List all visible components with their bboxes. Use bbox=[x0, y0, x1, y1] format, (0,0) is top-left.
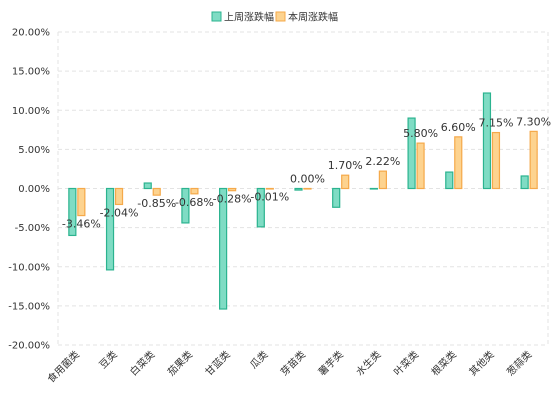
bar bbox=[332, 187, 341, 208]
bar bbox=[529, 130, 538, 190]
bar bbox=[152, 187, 161, 196]
legend-swatch bbox=[275, 11, 286, 22]
x-tick-label: 食用菌类 bbox=[44, 348, 81, 385]
data-label: 7.15% bbox=[478, 117, 513, 130]
bar bbox=[181, 187, 190, 224]
bar bbox=[294, 187, 303, 191]
bar bbox=[445, 171, 454, 190]
y-tick-label: -20.00% bbox=[8, 341, 50, 352]
x-tick-label: 瓜类 bbox=[247, 348, 270, 371]
legend-label: 本周涨跌幅 bbox=[288, 11, 338, 24]
bar bbox=[114, 187, 124, 206]
x-tick-label: 芽苗类 bbox=[278, 348, 308, 378]
legend-swatch bbox=[211, 11, 222, 22]
bar bbox=[228, 187, 237, 192]
bar bbox=[416, 142, 425, 190]
bar bbox=[105, 187, 115, 271]
data-label: 7.30% bbox=[516, 115, 551, 128]
x-tick-label: 叶菜类 bbox=[391, 348, 421, 378]
y-tick-label: 20.00% bbox=[12, 28, 50, 39]
bar bbox=[482, 92, 492, 190]
data-label: 0.00% bbox=[290, 173, 325, 186]
y-tick-label: -5.00% bbox=[15, 223, 50, 234]
x-tick-label: 薯芋类 bbox=[315, 348, 345, 378]
bar bbox=[68, 187, 77, 237]
data-label: 1.70% bbox=[328, 159, 363, 172]
bar bbox=[256, 187, 265, 228]
bar bbox=[378, 170, 387, 190]
bar bbox=[190, 187, 199, 195]
y-tick-label: 0.00% bbox=[18, 184, 50, 195]
bar bbox=[491, 131, 501, 190]
data-label: 2.22% bbox=[365, 155, 400, 168]
x-tick-label: 其他类 bbox=[466, 348, 496, 378]
bar bbox=[407, 117, 416, 190]
x-tick-label: 根菜类 bbox=[428, 348, 458, 378]
data-label: -0.28% bbox=[213, 193, 252, 206]
bar bbox=[369, 187, 378, 190]
y-tick-label: 15.00% bbox=[12, 67, 50, 78]
legend-label: 上周涨跌幅 bbox=[224, 11, 274, 24]
data-label: 5.80% bbox=[403, 127, 438, 140]
x-tick-label: 白菜类 bbox=[127, 348, 157, 378]
bar bbox=[520, 175, 529, 190]
x-tick-label: 水生类 bbox=[353, 348, 383, 378]
x-tick-label: 豆类 bbox=[96, 348, 119, 371]
x-tick-label: 甘蓝类 bbox=[202, 348, 232, 378]
y-tick-label: -15.00% bbox=[8, 301, 50, 312]
y-tick-label: 5.00% bbox=[18, 145, 50, 156]
bar bbox=[143, 182, 152, 190]
bar bbox=[303, 187, 312, 190]
bar bbox=[454, 136, 463, 190]
data-label: 6.60% bbox=[441, 121, 476, 134]
bar bbox=[265, 187, 274, 190]
y-tick-label: 10.00% bbox=[12, 106, 50, 117]
data-label: -0.68% bbox=[175, 196, 214, 209]
data-label: -3.46% bbox=[62, 218, 101, 231]
bar bbox=[77, 187, 86, 217]
y-tick-label: -10.00% bbox=[8, 262, 50, 273]
bar bbox=[341, 174, 350, 190]
data-label: -0.85% bbox=[137, 197, 176, 210]
x-tick-label: 茄果类 bbox=[165, 348, 195, 378]
data-label: -2.04% bbox=[100, 206, 139, 219]
bar bbox=[219, 187, 228, 310]
data-label: -0.01% bbox=[250, 191, 289, 204]
x-tick-label: 葱蒜类 bbox=[504, 348, 534, 378]
